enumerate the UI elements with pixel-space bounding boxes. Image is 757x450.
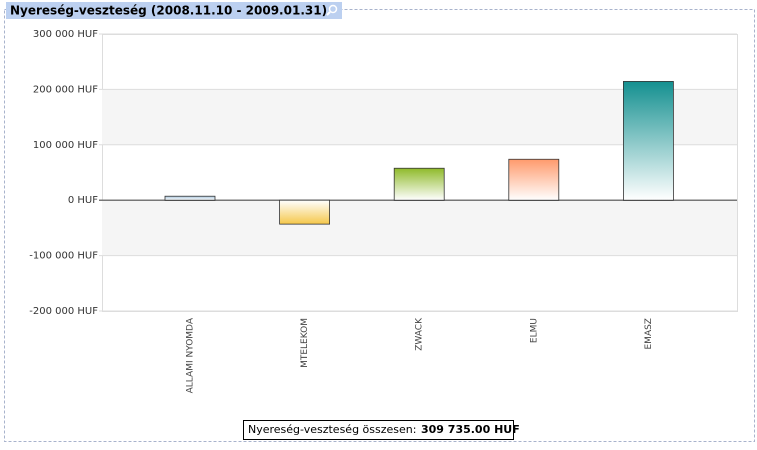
x-tick-label: EMASZ [644, 318, 654, 350]
total-box [243, 420, 514, 440]
bar [623, 81, 674, 201]
bar [279, 199, 331, 225]
bar [393, 167, 445, 201]
search-icon[interactable] [326, 4, 338, 16]
x-tick-label: ZWACK [415, 317, 425, 351]
grid-band [102, 200, 737, 256]
y-tick-label: 300 000 HUF [33, 29, 98, 40]
panel-border [4, 9, 755, 442]
y-tick-label: 100 000 HUF [33, 140, 98, 151]
total-value: 309 735.00 HUF [421, 423, 520, 436]
x-tick-label: ALLAMI NYOMDA [186, 317, 196, 393]
x-tick-label: ELMU [529, 318, 539, 343]
chart-title: Nyereség-veszteség (2008.11.10 - 2009.01… [10, 4, 327, 18]
y-tick-label: -200 000 HUF [29, 306, 98, 317]
bar [164, 195, 216, 201]
x-tick-label: MTELEKOM [300, 318, 310, 368]
total-label: Nyereség-veszteség összesen: [248, 423, 416, 436]
y-tick-label: 200 000 HUF [33, 84, 98, 95]
bar [508, 158, 560, 201]
title-bg [6, 2, 342, 19]
y-tick-label: -100 000 HUF [29, 251, 98, 262]
y-tick-label: 0 HUF [68, 195, 98, 206]
